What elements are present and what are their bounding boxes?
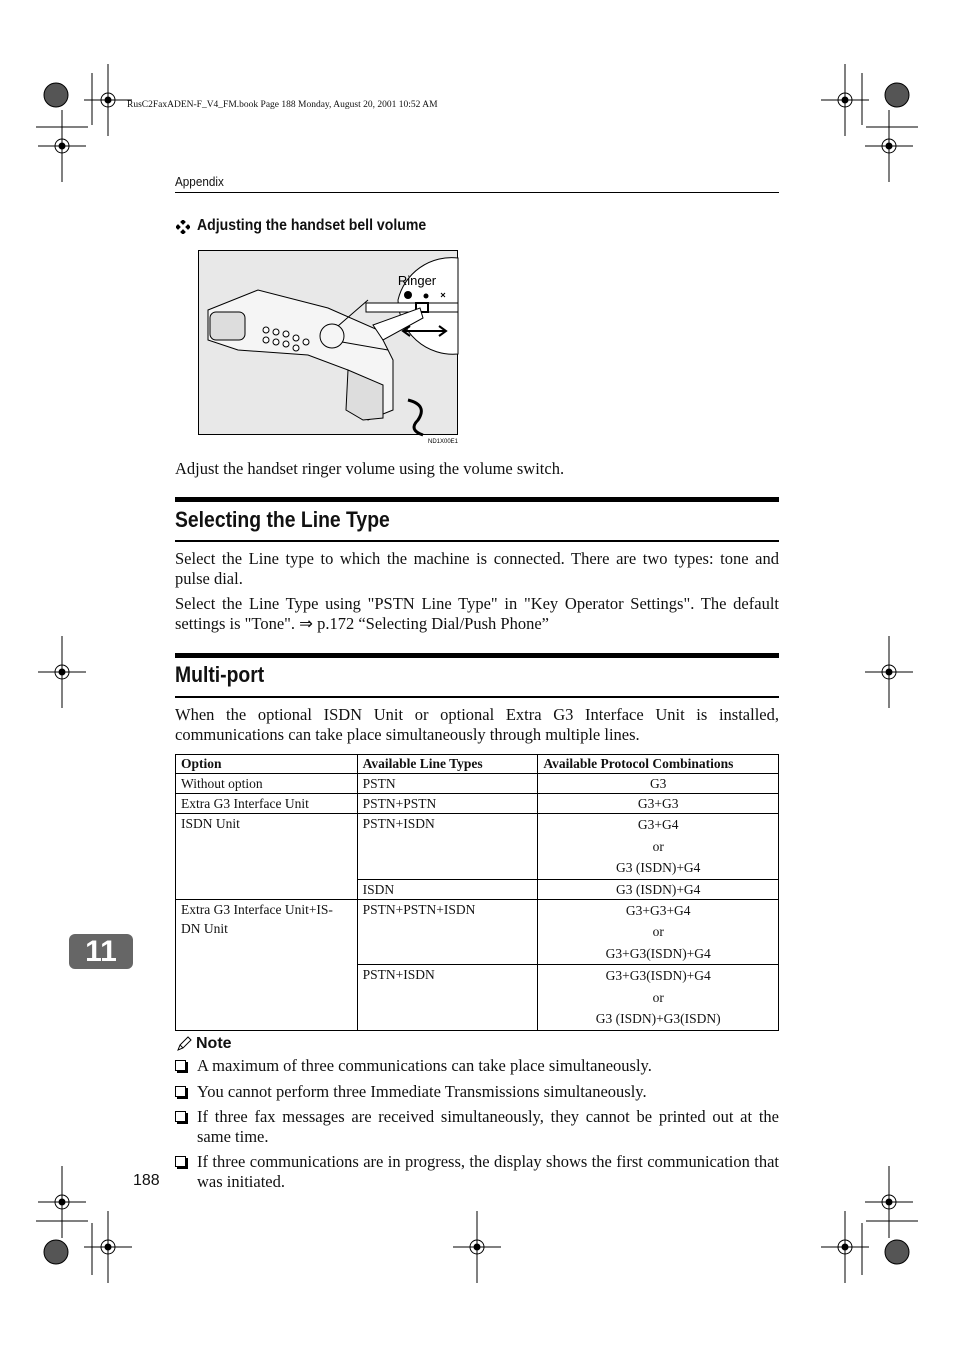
combination: or xyxy=(652,924,664,939)
line-type-cell: PSTN+ISDN xyxy=(356,964,539,1031)
combination: or xyxy=(652,838,664,854)
column-header: Available Line Types xyxy=(356,754,539,774)
section-rule xyxy=(175,696,779,698)
section-rule xyxy=(175,540,779,542)
header-rule xyxy=(175,192,779,193)
protocol-table: Option Available Line Types Available Prot… xyxy=(175,754,779,1031)
table-row: Without option PSTN G3 xyxy=(175,773,779,794)
section-title: Multi-port xyxy=(175,662,265,687)
combination-cell: G3+G4 or G3 (ISDN)+G4 xyxy=(537,813,779,880)
note-text: You cannot perform three Immediate Trans… xyxy=(197,1082,647,1101)
option-cell: ISDN Unit xyxy=(175,813,358,900)
option-cell: Without option xyxy=(175,773,358,794)
combination: G3 (ISDN)+G4 xyxy=(615,860,701,875)
combination-cell: G3+G3 xyxy=(537,793,779,814)
combination-cell: G3+G3+G4 or G3+G3(ISDN)+G4 xyxy=(537,898,779,965)
table-row: ISDN G3 (ISDN)+G4 xyxy=(176,878,779,900)
combination-cell: G3 xyxy=(537,773,779,794)
paragraph: When the optional ISDN Unit or optional … xyxy=(175,705,779,744)
line-type-cell: PSTN+PSTN xyxy=(356,793,539,814)
checkbox xyxy=(175,1086,186,1097)
combination: or xyxy=(652,989,664,1005)
checkbox xyxy=(175,1060,186,1071)
column-header: Option xyxy=(175,754,358,774)
table-row: Extra G3 Interface Unit+IS-DN Unit PSTN+P… xyxy=(175,898,779,1031)
figure-code: ND1X00E1 xyxy=(428,439,459,445)
combination: G3+G4 xyxy=(637,817,679,832)
checkbox xyxy=(175,1111,186,1122)
combination: G3+G3(ISDN)+G4 xyxy=(605,968,711,983)
page-number: 188 xyxy=(133,1172,160,1189)
line-type-cell: PSTN+ISDN xyxy=(356,813,539,880)
note-item: If three communications are in progress,… xyxy=(175,1152,779,1192)
note-item: A maximum of three communications can ta… xyxy=(175,1056,779,1076)
option-cell: Extra G3 Interface Unit xyxy=(175,793,358,814)
note-item: You cannot perform three Immediate Trans… xyxy=(175,1082,779,1102)
table-row: Extra G3 Interface Unit PSTN+PSTN G3+G3 xyxy=(175,793,779,814)
subsection-text: Adjust the handset ringer volume using t… xyxy=(175,459,565,478)
print-header: RusC2FaxADEN-F_V4_FM.book Page 188 Monda… xyxy=(127,100,438,110)
figure-label: Ringer xyxy=(398,273,437,288)
running-header: Appendix xyxy=(175,174,224,189)
combination: G3 xyxy=(649,776,667,791)
line-type-cell: PSTN+PSTN+ISDN xyxy=(356,898,539,965)
subsection-title: Adjusting the handset bell volume xyxy=(197,217,427,234)
note-icon xyxy=(177,1036,192,1051)
chapter-tab xyxy=(69,934,133,969)
note-title: Note xyxy=(196,1035,232,1052)
combination: G3+G3(ISDN)+G4 xyxy=(605,945,711,961)
paragraph: Select the Line type to which the machin… xyxy=(175,549,779,588)
handset-illustration: Ringer ND1X00E1 xyxy=(198,250,459,445)
paragraph: Select the Line Type using "PSTN Line Ty… xyxy=(175,594,779,633)
column-header: Available Protocol Combinations xyxy=(537,754,779,774)
section-rule xyxy=(175,497,779,502)
diamond-bullet xyxy=(176,220,190,234)
combination: G3+G3 xyxy=(637,796,679,811)
line-type-cell: ISDN xyxy=(356,878,539,900)
note-text: If three communications are in progress,… xyxy=(197,1152,779,1191)
combination-cell: G3 (ISDN)+G4 xyxy=(537,878,779,900)
checkbox xyxy=(175,1156,186,1167)
note-item: If three fax messages are received simul… xyxy=(175,1107,779,1147)
section-title: Selecting the Line Type xyxy=(175,507,390,532)
combination: G3+G3+G4 xyxy=(625,902,691,918)
combination: G3 (ISDN)+G4 xyxy=(615,881,701,897)
table-row: ISDN Unit PSTN+ISDN G3+G4 or G3 (ISDN)+G4 xyxy=(175,813,779,900)
combination: G3 (ISDN)+G3(ISDN) xyxy=(595,1011,721,1026)
note-text: If three fax messages are received simul… xyxy=(197,1107,779,1146)
chapter-number: 11 xyxy=(85,935,117,968)
section-rule xyxy=(175,653,779,658)
table-row: PSTN+ISDN G3+G3(ISDN)+G4 or G3 (ISDN)+G3(IS… xyxy=(176,964,779,1031)
line-type-cell: PSTN xyxy=(356,773,539,794)
note-text: A maximum of three communications can ta… xyxy=(197,1056,652,1075)
combination-cell: G3+G3(ISDN)+G4 or G3 (ISDN)+G3(ISDN) xyxy=(537,964,779,1031)
option-cell: Extra G3 Interface Unit+IS-DN Unit xyxy=(175,898,358,1031)
